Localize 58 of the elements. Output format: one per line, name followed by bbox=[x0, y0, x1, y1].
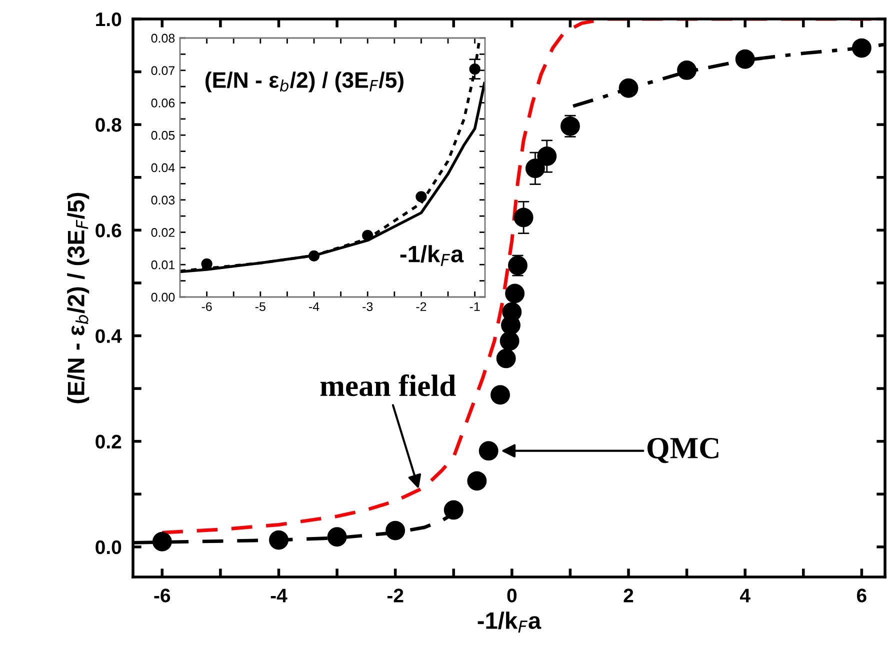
y-tick-label: 0.04 bbox=[151, 163, 175, 172]
point bbox=[526, 158, 545, 178]
point bbox=[514, 208, 534, 228]
point bbox=[496, 348, 516, 368]
point bbox=[677, 60, 697, 80]
y-tick-label: 0.07 bbox=[151, 66, 175, 76]
point bbox=[362, 230, 374, 242]
y-tick-label: 0.4 bbox=[96, 329, 122, 343]
point bbox=[500, 331, 520, 351]
x-tick-label: -4 bbox=[270, 588, 288, 602]
point bbox=[469, 64, 480, 75]
point bbox=[444, 500, 464, 520]
point bbox=[327, 527, 347, 547]
x-tick-label: 2 bbox=[624, 588, 634, 602]
point bbox=[467, 471, 487, 491]
y-tick-label: 0.01 bbox=[151, 260, 175, 270]
annotation: (E/N - ε$_{b}$/2) / (3E$_{F}$/5) bbox=[206, 72, 404, 92]
point bbox=[618, 78, 638, 98]
point bbox=[308, 250, 320, 262]
x-tick-label: -5 bbox=[255, 302, 266, 312]
y-tick-label: 1.0 bbox=[96, 12, 122, 26]
point bbox=[490, 385, 510, 405]
x-tick-label: 0 bbox=[507, 588, 517, 602]
y-tick-label: 0.06 bbox=[151, 98, 175, 108]
point bbox=[560, 116, 580, 136]
x-tick-label: -2 bbox=[416, 302, 426, 311]
x-tick-label: -4 bbox=[309, 302, 320, 311]
point bbox=[152, 532, 172, 552]
x-axis-title: -1/k$_{F}$a bbox=[400, 245, 464, 266]
x-tick-label: -2 bbox=[387, 588, 404, 602]
x-tick-label: 4 bbox=[740, 588, 750, 602]
x-tick-label: -6 bbox=[202, 302, 212, 312]
y-axis-title: (E/N - ε$_{b}$/2) / (3E$_{F}$/5) bbox=[67, 192, 90, 404]
y-tick-label: 0.2 bbox=[96, 434, 122, 449]
x-tick-label: -6 bbox=[154, 588, 170, 602]
point bbox=[416, 191, 427, 202]
y-tick-label: 0.0 bbox=[96, 540, 122, 554]
annotation: QMC bbox=[647, 438, 718, 464]
point bbox=[852, 38, 872, 58]
x-axis-title: -1/k$_{F}$a bbox=[478, 612, 542, 633]
y-tick-label: 0.08 bbox=[151, 34, 175, 43]
point bbox=[269, 530, 288, 550]
y-tick-label: 0.03 bbox=[151, 196, 175, 205]
annotation: mean field bbox=[320, 374, 456, 396]
point bbox=[537, 146, 557, 166]
x-tick-label: -3 bbox=[362, 302, 373, 312]
y-tick-label: 0.6 bbox=[96, 224, 122, 238]
y-tick-label: 0.05 bbox=[151, 130, 175, 140]
point bbox=[735, 49, 755, 69]
point bbox=[505, 284, 525, 304]
y-tick-label: 0.02 bbox=[151, 228, 175, 237]
x-tick-label: 6 bbox=[856, 588, 866, 602]
point bbox=[478, 441, 498, 461]
x-tick-label: -1 bbox=[470, 302, 480, 311]
point bbox=[508, 256, 528, 276]
point bbox=[386, 520, 406, 540]
y-tick-label: 0.00 bbox=[151, 292, 175, 302]
y-tick-label: 0.8 bbox=[96, 118, 122, 132]
